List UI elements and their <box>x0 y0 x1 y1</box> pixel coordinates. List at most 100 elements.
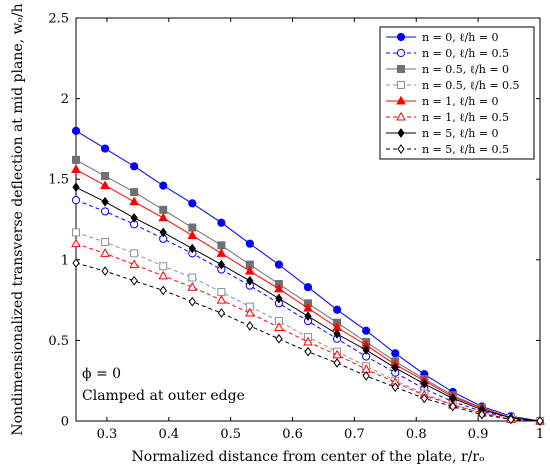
data-point <box>362 345 370 355</box>
x-tick-label: 1 <box>536 427 544 442</box>
series-7 <box>72 258 544 426</box>
data-point <box>101 196 109 207</box>
data-point <box>420 379 428 389</box>
data-point <box>304 346 312 357</box>
data-point <box>333 358 341 368</box>
data-point <box>420 393 428 404</box>
legend-swatch-marker <box>396 111 406 121</box>
x-tick-label: 0.7 <box>344 427 365 442</box>
legend: n = 0, ℓ/h = 0 n = 0, ℓ/h = 0.5 n = 0.5, ℓ… <box>379 26 535 160</box>
data-point <box>333 329 341 339</box>
y-tick-label: 1.5 <box>48 173 69 188</box>
data-point <box>101 171 110 180</box>
legend-entry: n = 0.5, ℓ/h = 0 <box>386 63 509 76</box>
x-tick-label: 0.8 <box>406 427 427 442</box>
data-point <box>245 239 254 248</box>
data-point <box>507 414 515 425</box>
axis-ticks: 0.3 0.4 0.5 0.6 0.7 0.8 0.9 1 0 0.5 1 1.5 2 2.5 <box>48 12 544 443</box>
data-point <box>216 294 227 304</box>
annotation-phi: ϕ = 0 <box>82 366 121 382</box>
data-point <box>304 311 312 322</box>
series-5 <box>71 238 545 425</box>
data-point <box>188 296 196 307</box>
data-point <box>188 223 197 232</box>
legend-label: n = 0.5, ℓ/h = 0 <box>422 63 509 76</box>
legend-entry: n = 1, ℓ/h = 0 <box>386 95 499 108</box>
series-line <box>75 130 541 422</box>
data-point <box>217 308 226 318</box>
data-point <box>159 285 167 296</box>
legend-entry: n = 0, ℓ/h = 0 <box>386 31 499 44</box>
data-point <box>217 259 226 270</box>
data-point <box>187 281 198 291</box>
data-point <box>478 409 486 420</box>
data-point <box>130 162 139 171</box>
legend-swatch-marker <box>396 48 406 58</box>
legend-entry: n = 0, ℓ/h = 0.5 <box>386 47 509 60</box>
legend-label: n = 1, ℓ/h = 0.5 <box>422 111 509 124</box>
legend-label: n = 5, ℓ/h = 0 <box>422 127 499 140</box>
data-point <box>275 333 283 344</box>
data-point <box>244 265 255 275</box>
data-point <box>274 322 284 332</box>
data-point <box>246 321 254 331</box>
legend-entry: n = 0.5, ℓ/h = 0.5 <box>386 79 520 92</box>
legend-swatch-marker <box>397 144 405 154</box>
data-point <box>332 305 342 314</box>
y-axis-label: Nondimensionalized transverse deflection… <box>10 3 26 435</box>
data-point <box>72 258 80 268</box>
data-point <box>274 283 284 293</box>
data-point <box>188 199 197 208</box>
legend-swatch-marker <box>397 65 405 73</box>
x-tick-label: 0.9 <box>468 427 489 442</box>
data-point <box>188 273 197 282</box>
data-point <box>217 288 226 297</box>
x-tick-label: 0.5 <box>220 427 241 442</box>
legend-label: n = 0, ℓ/h = 0.5 <box>422 47 509 60</box>
series-4 <box>71 164 545 425</box>
legend-label: n = 0, ℓ/h = 0 <box>422 31 499 44</box>
data-point <box>188 243 196 254</box>
y-tick-label: 0.5 <box>48 334 69 349</box>
data-point <box>129 196 140 206</box>
data-point <box>72 155 80 164</box>
data-point <box>158 270 169 280</box>
data-point <box>129 259 140 269</box>
plot-frame <box>75 17 541 422</box>
y-tick-label: 0 <box>61 415 69 430</box>
data-point <box>362 326 371 335</box>
series-line <box>75 169 541 422</box>
legend-label: n = 5, ℓ/h = 0.5 <box>422 143 509 156</box>
data-point <box>303 336 313 346</box>
data-point <box>217 241 226 250</box>
data-point <box>332 349 342 359</box>
data-point <box>159 205 168 214</box>
series-0 <box>71 126 545 426</box>
legend-entry: n = 1, ℓ/h = 0.5 <box>386 111 509 124</box>
data-point <box>71 126 81 135</box>
data-point <box>391 349 400 358</box>
plot-area <box>75 17 541 422</box>
data-point <box>244 307 255 317</box>
data-point <box>449 401 457 412</box>
data-point <box>303 302 313 312</box>
data-point <box>216 248 227 257</box>
data-point <box>303 283 313 292</box>
data-point <box>101 238 110 247</box>
legend-swatch-marker <box>397 81 405 89</box>
data-point <box>71 196 81 205</box>
legend-swatch-marker <box>397 128 405 138</box>
data-point <box>130 249 139 258</box>
legend-swatch-marker <box>396 32 406 42</box>
legend-label: n = 1, ℓ/h = 0 <box>422 95 499 108</box>
data-point <box>100 207 110 216</box>
data-point <box>72 182 80 193</box>
data-point <box>274 260 284 269</box>
legend-entry: n = 5, ℓ/h = 0 <box>386 127 499 140</box>
data-point <box>100 180 110 190</box>
y-tick-label: 2 <box>61 92 69 107</box>
data-point <box>362 371 370 381</box>
data-point <box>100 144 110 153</box>
data-point <box>158 212 169 222</box>
